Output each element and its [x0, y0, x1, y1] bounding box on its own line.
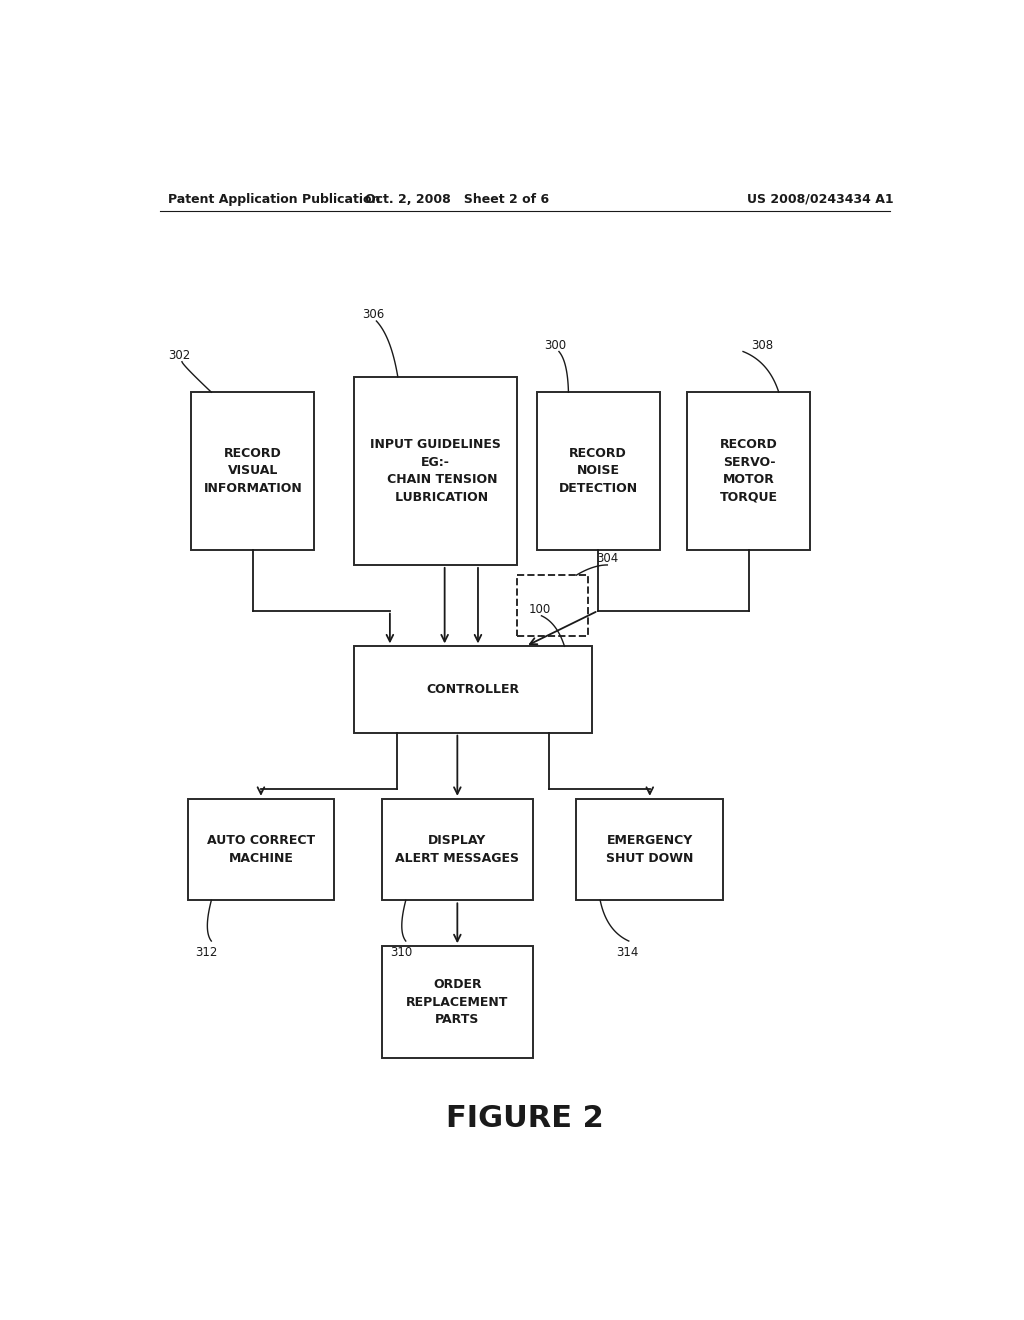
Bar: [537, 392, 659, 549]
Text: 100: 100: [528, 603, 551, 615]
Text: 306: 306: [362, 308, 384, 321]
Bar: [577, 799, 723, 900]
Bar: [382, 946, 532, 1057]
Text: 314: 314: [616, 946, 638, 960]
Text: US 2008/0243434 A1: US 2008/0243434 A1: [748, 193, 894, 206]
Text: 302: 302: [168, 348, 189, 362]
Text: CONTROLLER: CONTROLLER: [427, 682, 520, 696]
Text: RECORD
NOISE
DETECTION: RECORD NOISE DETECTION: [559, 447, 638, 495]
Text: AUTO CORRECT
MACHINE: AUTO CORRECT MACHINE: [207, 834, 315, 865]
Text: 312: 312: [196, 946, 218, 960]
Bar: [517, 576, 588, 636]
Bar: [687, 392, 811, 549]
Text: FIGURE 2: FIGURE 2: [445, 1105, 604, 1134]
Text: Oct. 2, 2008   Sheet 2 of 6: Oct. 2, 2008 Sheet 2 of 6: [366, 193, 550, 206]
Text: RECORD
SERVO-
MOTOR
TORQUE: RECORD SERVO- MOTOR TORQUE: [720, 438, 778, 504]
Text: EMERGENCY
SHUT DOWN: EMERGENCY SHUT DOWN: [606, 834, 693, 865]
Bar: [354, 647, 592, 733]
Bar: [382, 799, 532, 900]
Text: RECORD
VISUAL
INFORMATION: RECORD VISUAL INFORMATION: [204, 447, 302, 495]
Text: 300: 300: [545, 338, 566, 351]
Text: Patent Application Publication: Patent Application Publication: [168, 193, 380, 206]
Text: DISPLAY
ALERT MESSAGES: DISPLAY ALERT MESSAGES: [395, 834, 519, 865]
Text: 308: 308: [751, 338, 773, 351]
Text: ORDER
REPLACEMENT
PARTS: ORDER REPLACEMENT PARTS: [407, 978, 509, 1026]
Text: 310: 310: [390, 946, 412, 960]
Text: 304: 304: [596, 552, 618, 565]
Bar: [354, 378, 517, 565]
Bar: [191, 392, 314, 549]
Bar: [187, 799, 334, 900]
Text: INPUT GUIDELINES
EG:-
   CHAIN TENSION
   LUBRICATION: INPUT GUIDELINES EG:- CHAIN TENSION LUBR…: [370, 438, 501, 504]
